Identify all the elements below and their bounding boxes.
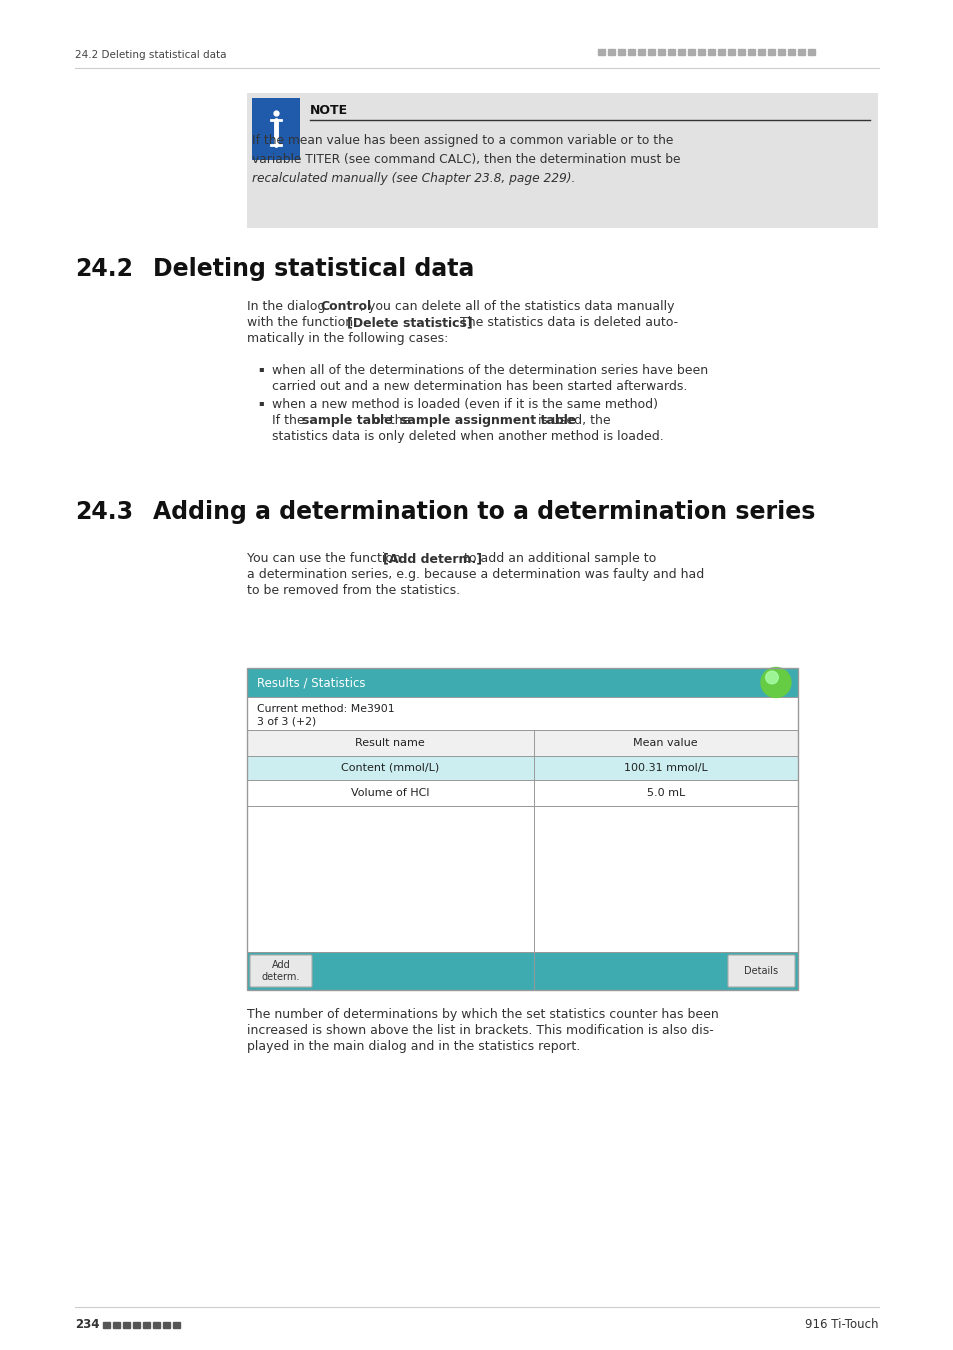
Text: If the: If the — [272, 414, 309, 427]
Circle shape — [765, 671, 778, 684]
Text: 234: 234 — [75, 1319, 99, 1331]
Text: 24.3: 24.3 — [75, 500, 133, 524]
Bar — [658, 49, 664, 55]
Text: variable TITER (see command CALC), then the determination must be: variable TITER (see command CALC), then … — [252, 153, 679, 166]
Bar — [747, 49, 754, 55]
Text: Adding a determination to a determination series: Adding a determination to a determinatio… — [152, 500, 815, 524]
FancyBboxPatch shape — [250, 954, 312, 987]
Bar — [247, 806, 797, 952]
Bar — [758, 49, 764, 55]
Bar — [787, 49, 794, 55]
Text: with the function: with the function — [247, 316, 356, 329]
Text: to be removed from the statistics.: to be removed from the statistics. — [247, 585, 459, 597]
Text: 3 of 3 (+2): 3 of 3 (+2) — [256, 717, 315, 728]
Text: You can use the function: You can use the function — [247, 552, 404, 566]
Text: Deleting statistical data: Deleting statistical data — [152, 256, 474, 281]
Text: 100.31 mmol/L: 100.31 mmol/L — [623, 763, 707, 774]
Text: , you can delete all of the statistics data manually: , you can delete all of the statistics d… — [359, 300, 674, 313]
Bar — [172, 1322, 180, 1328]
Bar — [638, 49, 644, 55]
Text: when a new method is loaded (even if it is the same method): when a new method is loaded (even if it … — [272, 398, 658, 410]
Text: Content (mmol/L): Content (mmol/L) — [341, 763, 439, 774]
Circle shape — [760, 667, 790, 698]
Text: Volume of HCl: Volume of HCl — [351, 788, 429, 798]
Text: a determination series, e.g. because a determination was faulty and had: a determination series, e.g. because a d… — [247, 568, 703, 580]
Text: carried out and a new determination has been started afterwards.: carried out and a new determination has … — [272, 379, 687, 393]
Text: 916 Ti-Touch: 916 Ti-Touch — [804, 1319, 878, 1331]
FancyBboxPatch shape — [727, 954, 794, 987]
Bar — [698, 49, 704, 55]
Text: ▪: ▪ — [257, 398, 263, 406]
Bar — [247, 730, 797, 756]
Text: NOTE: NOTE — [310, 104, 348, 117]
Text: If the mean value has been assigned to a common variable or to the: If the mean value has been assigned to a… — [252, 134, 673, 147]
Bar — [247, 952, 797, 990]
Text: 24.2: 24.2 — [75, 256, 132, 281]
Bar — [247, 668, 797, 990]
Bar — [767, 49, 774, 55]
Bar — [707, 49, 714, 55]
Text: Add
determ.: Add determ. — [261, 960, 300, 981]
Bar — [607, 49, 615, 55]
Bar — [738, 49, 744, 55]
Bar — [247, 668, 797, 697]
Bar — [143, 1322, 150, 1328]
Text: to add an additional sample to: to add an additional sample to — [459, 552, 656, 566]
FancyBboxPatch shape — [247, 93, 877, 228]
Text: Mean value: Mean value — [633, 738, 698, 748]
Text: or the: or the — [369, 414, 414, 427]
Bar — [103, 1322, 110, 1328]
Text: [Delete statistics]: [Delete statistics] — [347, 316, 473, 329]
Bar — [718, 49, 724, 55]
Bar — [807, 49, 814, 55]
Text: Details: Details — [743, 967, 778, 976]
Bar — [778, 49, 784, 55]
Text: 5.0 mL: 5.0 mL — [646, 788, 684, 798]
Bar — [123, 1322, 130, 1328]
Text: ▪: ▪ — [257, 364, 263, 373]
Bar — [647, 49, 655, 55]
Bar — [112, 1322, 120, 1328]
Text: Current method: Me3901: Current method: Me3901 — [256, 703, 395, 714]
Text: played in the main dialog and in the statistics report.: played in the main dialog and in the sta… — [247, 1040, 579, 1053]
Text: sample table: sample table — [302, 414, 393, 427]
Bar — [132, 1322, 140, 1328]
Text: [Add determ.]: [Add determ.] — [382, 552, 481, 566]
Text: is used, the: is used, the — [534, 414, 610, 427]
Bar — [618, 49, 624, 55]
Text: . The statistics data is deleted auto-: . The statistics data is deleted auto- — [452, 316, 678, 329]
Bar — [727, 49, 734, 55]
Bar — [163, 1322, 170, 1328]
Bar — [627, 49, 635, 55]
Text: sample assignment table: sample assignment table — [399, 414, 576, 427]
Bar — [247, 697, 797, 730]
Text: statistics data is only deleted when another method is loaded.: statistics data is only deleted when ano… — [272, 431, 663, 443]
Text: Results / Statistics: Results / Statistics — [256, 676, 365, 688]
Bar — [598, 49, 604, 55]
Bar — [687, 49, 695, 55]
Text: In the dialog: In the dialog — [247, 300, 329, 313]
Bar — [247, 756, 797, 780]
Bar — [247, 780, 797, 806]
Bar — [678, 49, 684, 55]
Text: Result name: Result name — [355, 738, 425, 748]
Text: Control: Control — [319, 300, 371, 313]
Text: increased is shown above the list in brackets. This modification is also dis-: increased is shown above the list in bra… — [247, 1025, 713, 1037]
Bar — [152, 1322, 160, 1328]
Text: 24.2 Deleting statistical data: 24.2 Deleting statistical data — [75, 50, 226, 59]
Text: recalculated manually (see Chapter 23.8, page 229).: recalculated manually (see Chapter 23.8,… — [252, 171, 575, 185]
Text: when all of the determinations of the determination series have been: when all of the determinations of the de… — [272, 364, 707, 377]
Text: The number of determinations by which the set statistics counter has been: The number of determinations by which th… — [247, 1008, 718, 1021]
FancyBboxPatch shape — [252, 99, 299, 161]
Bar — [667, 49, 675, 55]
Text: matically in the following cases:: matically in the following cases: — [247, 332, 448, 346]
Bar — [797, 49, 804, 55]
